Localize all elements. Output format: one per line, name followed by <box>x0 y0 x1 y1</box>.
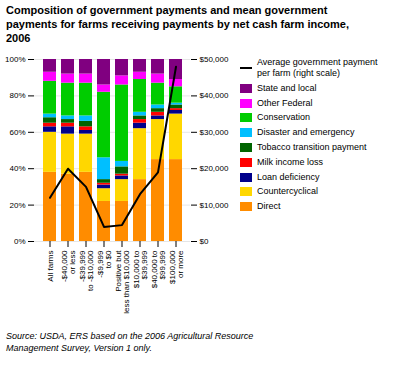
html-text:Composition of government paym: Composition of government payments and m… <box>6 4 349 44</box>
svg-text:$10,000: $10,000 <box>200 201 229 210</box>
html-text:Direct: Direct <box>257 201 281 212</box>
svg-text:-$40,000or less: -$40,000or less <box>60 250 77 282</box>
html-text:Disaster and emergency: Disaster and emergency <box>257 127 355 138</box>
svg-text:-$39,999to -$10,000: -$39,999to -$10,000 <box>78 250 95 291</box>
svg-text:100%: 100% <box>5 55 25 64</box>
svg-text:$30,000: $30,000 <box>200 128 229 137</box>
svg-text:$100,000or more: $100,000or more <box>168 250 185 284</box>
html-text:Countercyclical: Countercyclical <box>257 186 318 197</box>
svg-text:0%: 0% <box>14 237 26 246</box>
html-text:Average government payment per: Average government payment per farm (rig… <box>257 57 378 78</box>
svg-text:$40,000: $40,000 <box>200 92 229 101</box>
svg-text:$10,000 to$39,999: $10,000 to$39,999 <box>132 250 149 288</box>
html-text:Conservation: Conservation <box>257 112 310 123</box>
svg-text:$20,000: $20,000 <box>200 165 229 174</box>
svg-text:Positive butless than $10,000: Positive butless than $10,000 <box>114 250 131 314</box>
svg-text:80%: 80% <box>9 92 25 101</box>
html-text:Loan deficiency: Loan deficiency <box>257 171 320 182</box>
svg-text:$50,000: $50,000 <box>200 55 229 64</box>
html-text:Milk income loss: Milk income loss <box>257 156 323 167</box>
svg-text:20%: 20% <box>9 201 25 210</box>
html-text:State and local: State and local <box>257 82 317 93</box>
svg-text:-$9,999to $0: -$9,999to $0 <box>96 250 113 278</box>
html-text:Tobacco transition payment: Tobacco transition payment <box>257 142 367 152</box>
svg-text:40%: 40% <box>9 165 25 174</box>
svg-text:$40,000 to$99,999: $40,000 to$99,999 <box>150 250 167 288</box>
svg-text:All farms: All farms <box>46 251 55 282</box>
html-text:Source: USDA, ERS based on the: Source: USDA, ERS based on the 2006 Agri… <box>6 331 254 353</box>
svg-text:60%: 60% <box>9 128 25 137</box>
svg-text:$0: $0 <box>200 237 209 246</box>
html-text:Other Federal: Other Federal <box>257 97 313 108</box>
